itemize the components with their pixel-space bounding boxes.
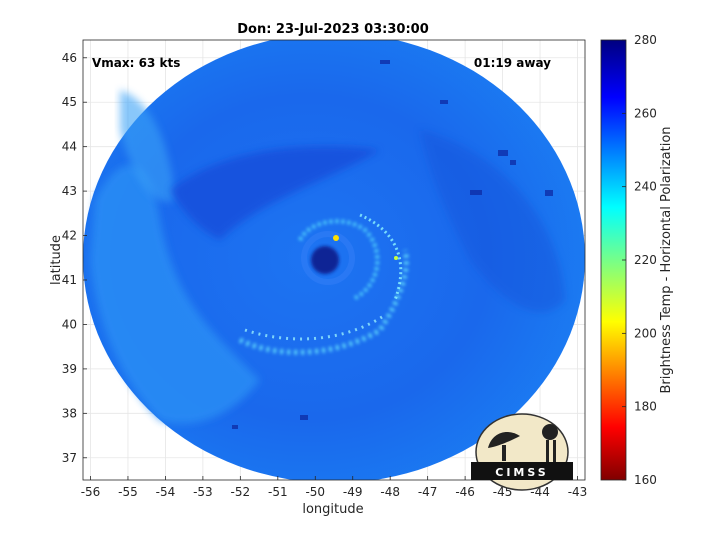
x-tick-label: -48 bbox=[380, 485, 400, 499]
x-tick-label: -49 bbox=[343, 485, 363, 499]
logo-dish-stand-icon bbox=[502, 445, 506, 461]
colorbar-tick-label: 220 bbox=[634, 253, 657, 267]
x-tick-label: -51 bbox=[268, 485, 288, 499]
x-tick-label: -47 bbox=[418, 485, 438, 499]
warm-spot bbox=[333, 235, 339, 241]
logo-tower-ball-icon bbox=[542, 424, 558, 440]
logo-tower-leg-icon bbox=[546, 440, 549, 462]
rainband-east bbox=[359, 213, 403, 301]
colorbar-tick-label: 200 bbox=[634, 326, 657, 340]
plot-area: -56 -55 -54 -53 -52 -51 -50 -49 -48 -47 -46 -45 -44-… bbox=[62, 39, 588, 499]
vmax-annotation: Vmax: 63 kts bbox=[92, 56, 180, 70]
logo-banner bbox=[471, 462, 573, 480]
swath-image bbox=[83, 40, 585, 480]
colorbar: 160 180 200 220 240 260 280 Brightness Temp - … bbox=[600, 33, 674, 487]
x-tick-label: -53 bbox=[193, 485, 213, 499]
cimss-logo: CIMSS bbox=[471, 413, 573, 491]
rainband-inner bbox=[298, 219, 380, 300]
dark-band-east bbox=[420, 130, 565, 313]
storm-eye bbox=[311, 246, 339, 274]
y-tick-label: 43 bbox=[62, 184, 77, 198]
y-axis-ticks: 37 38 39 40 41 42 43 44 45 46 bbox=[62, 51, 87, 465]
rainband-south bbox=[238, 249, 409, 355]
time-away-annotation: 01:19 away bbox=[474, 56, 551, 70]
logo-dish-icon bbox=[488, 432, 520, 448]
colorbar-tick-label: 160 bbox=[634, 473, 657, 487]
y-tick-label: 42 bbox=[62, 229, 77, 243]
cold-pixel-cluster bbox=[232, 60, 553, 429]
y-tick-label: 38 bbox=[62, 406, 77, 420]
y-axis-label: latitude bbox=[49, 235, 64, 285]
colorbar-label: Brightness Temp - Horizontal Polarizatio… bbox=[659, 126, 674, 393]
chart-title: Don: 23-Jul-2023 03:30:00 bbox=[237, 22, 429, 37]
x-axis-label: longitude bbox=[302, 502, 363, 517]
western-warm-region bbox=[90, 164, 260, 424]
eyewall bbox=[301, 231, 355, 285]
x-tick-label: -43 bbox=[568, 485, 588, 499]
y-tick-label: 39 bbox=[62, 362, 77, 376]
colorbar-tick-label: 180 bbox=[634, 400, 657, 414]
colorbar-ticks: 160 180 200 220 240 260 280 bbox=[622, 33, 657, 487]
y-tick-label: 37 bbox=[62, 451, 77, 465]
y-tick-label: 46 bbox=[62, 51, 77, 65]
warm-spot-2 bbox=[394, 256, 398, 260]
y-tick-label: 40 bbox=[62, 317, 77, 331]
colorbar-gradient bbox=[600, 39, 627, 481]
logo-text: CIMSS bbox=[495, 466, 548, 479]
x-tick-label: -50 bbox=[305, 485, 325, 499]
axes-box bbox=[82, 39, 586, 481]
x-tick-label: -46 bbox=[455, 485, 475, 499]
y-tick-label: 44 bbox=[62, 140, 77, 154]
x-tick-label: -52 bbox=[231, 485, 251, 499]
colorbar-tick-label: 280 bbox=[634, 33, 657, 47]
y-tick-label: 41 bbox=[62, 273, 77, 287]
logo-tower-leg-2-icon bbox=[553, 440, 556, 462]
y-tick-label: 45 bbox=[62, 95, 77, 109]
dark-band-north bbox=[170, 146, 380, 240]
northwest-light-streak bbox=[120, 90, 175, 202]
x-tick-label: -56 bbox=[81, 485, 101, 499]
x-tick-label: -54 bbox=[156, 485, 176, 499]
colorbar-tick-label: 240 bbox=[634, 180, 657, 194]
x-axis-ticks: -56 -55 -54 -53 -52 -51 -50 -49 -48 -47 -46 -45 -44-… bbox=[81, 476, 588, 499]
x-tick-label: -55 bbox=[118, 485, 138, 499]
colorbar-tick-label: 260 bbox=[634, 106, 657, 120]
